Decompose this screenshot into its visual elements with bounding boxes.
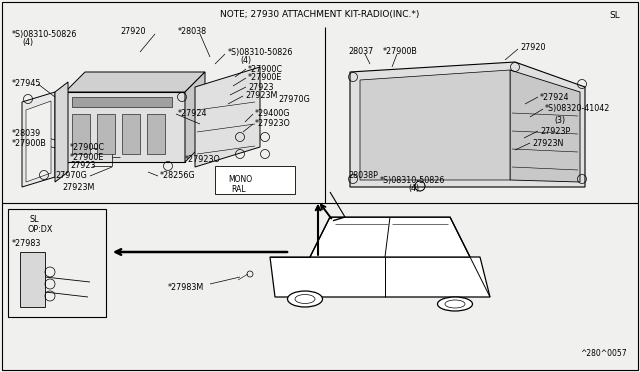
Ellipse shape [295, 295, 315, 304]
Polygon shape [310, 217, 470, 257]
Polygon shape [22, 92, 55, 187]
Text: RAL: RAL [231, 185, 246, 193]
Text: *S)08310-50826: *S)08310-50826 [228, 48, 293, 57]
Polygon shape [185, 72, 205, 162]
Text: *28256G: *28256G [160, 171, 196, 180]
Text: *27900B: *27900B [12, 138, 47, 148]
Ellipse shape [445, 300, 465, 308]
Text: *27900C: *27900C [70, 144, 105, 153]
Polygon shape [22, 172, 260, 187]
Text: SL: SL [30, 215, 40, 224]
Text: *27983: *27983 [12, 240, 42, 248]
Bar [147, 114, 165, 154]
Polygon shape [510, 70, 580, 182]
Text: 27970G: 27970G [278, 96, 310, 105]
Polygon shape [26, 101, 51, 182]
Text: (4): (4) [408, 185, 419, 193]
Bar [215, 166, 295, 194]
Text: *28039: *28039 [12, 129, 41, 138]
Text: *27900C: *27900C [248, 64, 283, 74]
Polygon shape [270, 257, 490, 297]
Text: 27970G: 27970G [55, 171, 87, 180]
Bar [97, 114, 115, 154]
Text: 27923: 27923 [248, 83, 273, 92]
Text: *27924: *27924 [178, 109, 207, 119]
Text: *28038: *28038 [178, 28, 207, 36]
Text: 27923M: 27923M [62, 183, 94, 192]
Polygon shape [195, 67, 260, 167]
Text: *27923O: *27923O [255, 119, 291, 128]
Text: *S)08310-50826: *S)08310-50826 [12, 29, 77, 38]
Text: 27923M: 27923M [245, 92, 277, 100]
Text: SL: SL [609, 12, 620, 20]
Polygon shape [360, 70, 510, 180]
Text: *S)08320-41042: *S)08320-41042 [545, 105, 611, 113]
Text: *27900B: *27900B [383, 48, 418, 57]
Bar [122, 114, 140, 154]
Text: 27920: 27920 [120, 28, 145, 36]
Ellipse shape [438, 297, 472, 311]
Text: 27923: 27923 [70, 161, 95, 170]
Text: *27900E: *27900E [70, 153, 104, 161]
Text: ^280^0057: ^280^0057 [580, 350, 627, 359]
Text: *27900E: *27900E [248, 74, 282, 83]
Polygon shape [20, 252, 45, 307]
Polygon shape [65, 92, 185, 162]
Text: OP:DX: OP:DX [27, 224, 52, 234]
Bar [72, 114, 90, 154]
Ellipse shape [287, 291, 323, 307]
Text: *27923O: *27923O [185, 154, 221, 164]
Text: NOTE; 27930 ATTACHMENT KIT-RADIO(INC.*): NOTE; 27930 ATTACHMENT KIT-RADIO(INC.*) [220, 10, 420, 19]
Polygon shape [65, 72, 205, 92]
Bar [72, 97, 172, 107]
Text: 28037: 28037 [348, 48, 373, 57]
Text: 27920: 27920 [520, 42, 545, 51]
Bar [8, 209, 106, 317]
Text: *27983M: *27983M [168, 282, 204, 292]
Polygon shape [55, 82, 68, 182]
Text: *S)08310-50826: *S)08310-50826 [380, 176, 445, 186]
Text: *27945: *27945 [12, 80, 42, 89]
Text: *27924: *27924 [540, 93, 570, 102]
Text: 27923P: 27923P [540, 126, 570, 135]
Text: (4): (4) [22, 38, 33, 46]
Text: (4): (4) [240, 55, 251, 64]
Text: *29400G: *29400G [255, 109, 291, 119]
Text: (3): (3) [554, 115, 565, 125]
Text: 27923N: 27923N [532, 138, 563, 148]
Polygon shape [350, 62, 585, 187]
Text: MONO: MONO [228, 174, 252, 183]
Text: 28038P: 28038P [348, 171, 378, 180]
